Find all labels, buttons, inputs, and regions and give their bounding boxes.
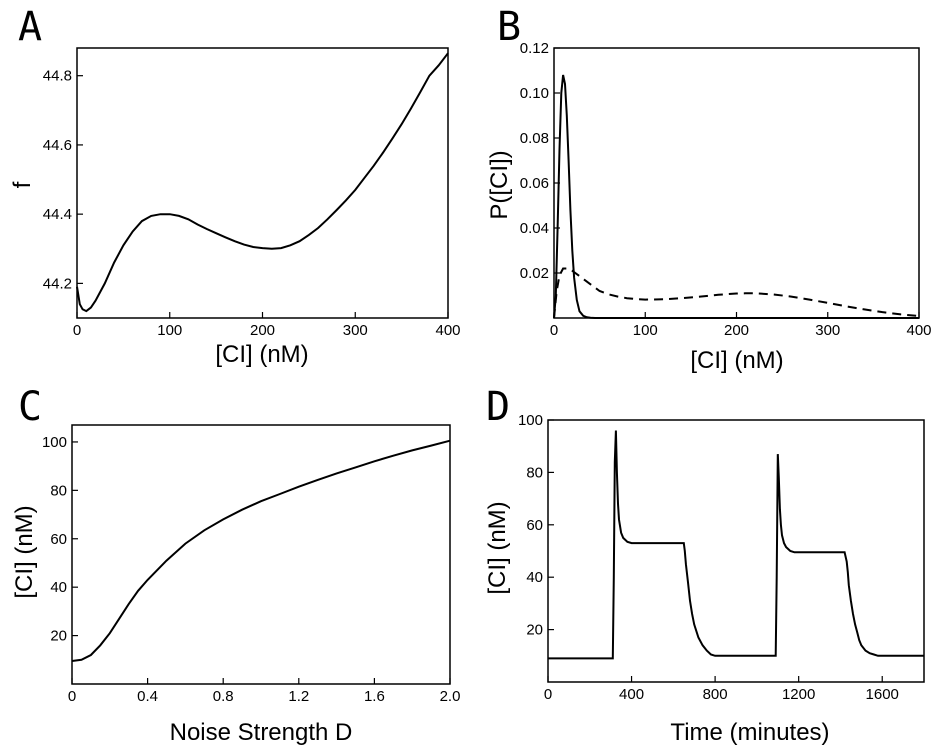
y-tick-label-d-1: 40 <box>526 569 543 586</box>
x-tick-label-c-0: 0 <box>68 688 76 705</box>
y-axis-label-b: P([CI]) <box>486 150 513 219</box>
panel-label-a: A <box>18 4 42 50</box>
x-tick-label-c-3: 1.2 <box>288 688 309 705</box>
x-tick-label-d-0: 0 <box>544 686 552 703</box>
panel-label-d: D <box>486 384 510 430</box>
x-tick-label-c-2: 0.8 <box>213 688 234 705</box>
ticks-b: 0 100 200 300 400 0.02 0.04 0.06 0.08 0.10 0.12 <box>520 40 932 339</box>
x-tick-label-c-5: 2.0 <box>440 688 461 705</box>
series-line-d-0 <box>548 430 924 660</box>
series-line-b-1 <box>553 267 920 319</box>
y-tick-label-d-0: 20 <box>526 622 543 639</box>
panel-label-b: B <box>497 4 521 50</box>
x-tick-label-b-4: 400 <box>906 322 931 339</box>
y-axis-label-c: [CI] (nM) <box>11 505 38 598</box>
y-tick-label-d-3: 80 <box>526 464 543 481</box>
x-tick-label-a-1: 100 <box>157 322 182 339</box>
panel-a: A 0 100 200 300 400 44.2 44.4 44.6 44.8 [CI] (nM… <box>9 4 461 368</box>
panel-label-c: C <box>18 384 42 430</box>
ticks-a: 0 100 200 300 400 44.2 44.4 44.6 44.8 <box>43 68 461 339</box>
y-axis-label-a: f <box>9 181 36 188</box>
x-tick-label-d-3: 1200 <box>782 686 815 703</box>
x-tick-label-b-1: 100 <box>633 322 658 339</box>
plot-frame-d <box>547 419 925 683</box>
ticks-c: 0 0.4 0.8 1.2 1.6 2.0 20 40 60 80 100 <box>42 434 460 705</box>
x-tick-label-a-0: 0 <box>73 322 81 339</box>
y-tick-label-d-2: 60 <box>526 517 543 534</box>
x-tick-label-c-4: 1.6 <box>364 688 385 705</box>
panel-d: D 0 400 800 1200 1600 20 40 60 80 100 Time (minut… <box>484 384 925 746</box>
y-tick-label-c-0: 20 <box>50 628 67 645</box>
x-tick-label-d-4: 1600 <box>866 686 899 703</box>
x-tick-label-a-2: 200 <box>250 322 275 339</box>
series-line-b-0 <box>553 74 919 319</box>
y-tick-label-d-4: 100 <box>518 412 543 429</box>
y-tick-label-a-3: 44.8 <box>43 68 72 85</box>
y-tick-label-c-4: 100 <box>42 434 67 451</box>
y-tick-label-c-1: 40 <box>50 579 67 596</box>
y-tick-label-b-5: 0.12 <box>520 40 549 57</box>
x-axis-label-a: [CI] (nM) <box>215 341 308 368</box>
y-tick-label-b-2: 0.06 <box>520 175 549 192</box>
ticks-d: 0 400 800 1200 1600 20 40 60 80 100 <box>518 412 899 703</box>
x-tick-label-b-3: 300 <box>815 322 840 339</box>
x-tick-label-a-4: 400 <box>435 322 460 339</box>
x-tick-label-b-2: 200 <box>724 322 749 339</box>
plot-frame-b <box>553 47 920 319</box>
x-axis-label-b: [CI] (nM) <box>690 347 783 374</box>
x-tick-label-b-0: 0 <box>550 322 558 339</box>
x-tick-label-a-3: 300 <box>343 322 368 339</box>
y-tick-label-b-0: 0.02 <box>520 265 549 282</box>
series-line-a-0 <box>76 52 449 313</box>
y-tick-label-a-1: 44.4 <box>43 206 72 223</box>
y-tick-label-b-3: 0.08 <box>520 130 549 147</box>
plot-frame-a <box>76 47 449 319</box>
x-axis-label-c: Noise Strength D <box>170 719 353 746</box>
y-tick-label-a-2: 44.6 <box>43 137 72 154</box>
x-tick-label-c-1: 0.4 <box>137 688 158 705</box>
x-tick-label-d-2: 800 <box>703 686 728 703</box>
series-line-c-0 <box>71 439 451 662</box>
y-tick-label-b-1: 0.04 <box>520 220 549 237</box>
y-tick-label-c-3: 80 <box>50 482 67 499</box>
plot-frame-c <box>71 424 451 685</box>
y-tick-label-c-2: 60 <box>50 531 67 548</box>
y-axis-label-d: [CI] (nM) <box>484 501 511 594</box>
x-axis-label-d: Time (minutes) <box>670 719 829 746</box>
panel-c: C 0 0.4 0.8 1.2 1.6 2.0 20 40 60 80 100 Noise Stre… <box>11 384 460 746</box>
y-tick-label-b-4: 0.10 <box>520 85 549 102</box>
x-tick-label-d-1: 400 <box>619 686 644 703</box>
y-tick-label-a-0: 44.2 <box>43 275 72 292</box>
panel-b: B 0 100 200 300 4000.020.040.060.080.100.12 … <box>486 4 932 374</box>
